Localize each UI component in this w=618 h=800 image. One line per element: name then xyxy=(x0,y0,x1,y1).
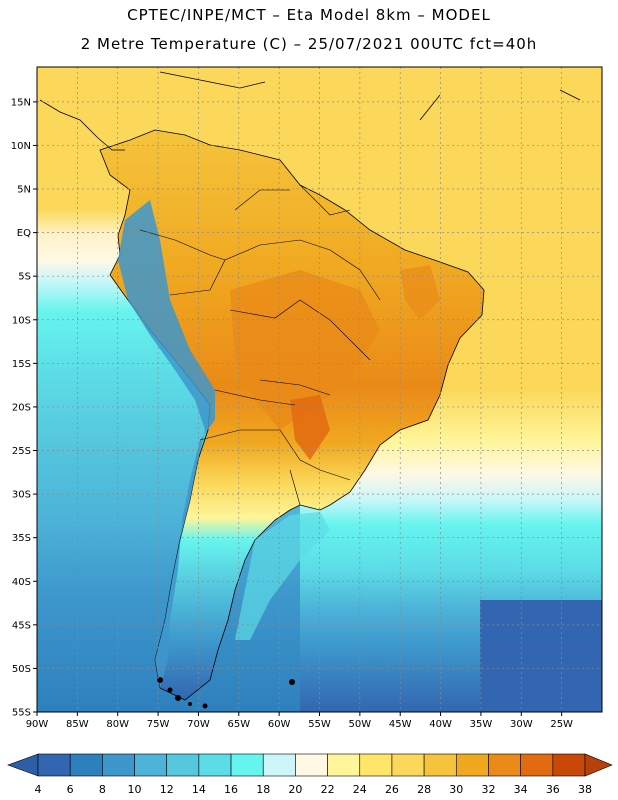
lat-label: 40S xyxy=(12,577,31,588)
lat-label: EQ xyxy=(17,228,31,239)
colorbar-over-arrow xyxy=(584,753,613,777)
colorbar-swatch xyxy=(391,753,425,777)
lat-label: 15S xyxy=(12,359,31,370)
colorbar-label: 8 xyxy=(99,783,106,796)
colorbar-label: 22 xyxy=(321,783,335,796)
colorbar-swatch xyxy=(102,753,135,777)
colorbar-swatch xyxy=(520,753,554,777)
colorbar-under-arrow xyxy=(7,753,39,777)
colorbar-label: 30 xyxy=(449,783,463,796)
hot-core-northeast xyxy=(400,265,440,320)
colorbar-label: 28 xyxy=(417,783,431,796)
colorbar-label: 6 xyxy=(67,783,74,796)
lat-label: 5N xyxy=(17,185,31,196)
lat-label: 45S xyxy=(12,620,31,631)
lat-label: 10S xyxy=(12,315,31,326)
colorbar-label: 12 xyxy=(160,783,174,796)
lon-label: 60W xyxy=(268,719,291,730)
longitude-labels: 90W 85W 80W 75W 70W 65W 60W 55W 50W 45W 40W 35W 30W 2… xyxy=(26,712,573,730)
colorbar-swatch xyxy=(230,753,264,777)
colorbar-swatch xyxy=(166,753,200,777)
south-atlantic-cold-field xyxy=(480,600,602,712)
lat-label: 15N xyxy=(11,97,31,108)
colorbar-swatch xyxy=(134,753,168,777)
colorbar-swatch xyxy=(262,753,296,777)
lat-label: 20S xyxy=(12,402,31,413)
colorbar-label: 26 xyxy=(385,783,399,796)
colorbar-label: 4 xyxy=(35,783,42,796)
colorbar-label: 18 xyxy=(256,783,270,796)
andes-cold-band xyxy=(118,200,215,688)
lat-label: 50S xyxy=(12,664,31,675)
colorbar-swatch xyxy=(69,753,103,777)
colorbar-swatch xyxy=(295,753,328,777)
lon-label: 80W xyxy=(106,719,129,730)
colorbar-swatch xyxy=(198,753,232,777)
colorbar: 4 6 8 10 12 14 16 18 20 22 24 26 28 30 32 34 36 38 xyxy=(7,753,613,796)
colorbar-label: 16 xyxy=(224,783,238,796)
colorbar-swatch xyxy=(359,753,393,777)
graticule xyxy=(37,67,602,712)
lon-label: 25W xyxy=(550,719,573,730)
lon-label: 40W xyxy=(429,719,452,730)
colorbar-label: 10 xyxy=(128,783,142,796)
colorbar-label: 14 xyxy=(192,783,206,796)
lon-label: 45W xyxy=(389,719,412,730)
lon-label: 55W xyxy=(308,719,331,730)
lat-label: 55S xyxy=(12,708,31,719)
lon-label: 90W xyxy=(26,719,49,730)
colorbar-label: 38 xyxy=(578,783,592,796)
latitude-labels: 15N 10N 5N EQ 5S 10S 15S 20S 25S 30S 35S 40S 45S 50S 5… xyxy=(11,97,37,719)
lon-label: 30W xyxy=(510,719,533,730)
lon-label: 50W xyxy=(349,719,372,730)
colorbar-swatch xyxy=(552,753,586,777)
lon-label: 35W xyxy=(470,719,493,730)
colorbar-label: 32 xyxy=(481,783,495,796)
hot-core-paraguay xyxy=(290,395,330,460)
map-field xyxy=(37,67,602,712)
lat-label: 5S xyxy=(18,272,31,283)
patagonia-islands xyxy=(157,677,295,709)
colorbar-label: 34 xyxy=(514,783,528,796)
argentina-pampas-cool xyxy=(235,512,330,640)
central-america-coast xyxy=(39,71,581,151)
colorbar-swatch xyxy=(327,753,361,777)
lon-label: 65W xyxy=(227,719,250,730)
lon-label: 85W xyxy=(66,719,89,730)
colorbar-label: 20 xyxy=(288,783,302,796)
colorbar-label: 24 xyxy=(353,783,367,796)
lat-label: 10N xyxy=(11,141,31,152)
hot-core-interior xyxy=(230,270,380,430)
lat-label: 30S xyxy=(12,490,31,501)
lat-label: 25S xyxy=(12,446,31,457)
map-title-line2: 2 Metre Temperature (C) – 25/07/2021 00U… xyxy=(80,35,538,53)
colorbar-label: 36 xyxy=(546,783,560,796)
country-borders xyxy=(139,184,381,506)
colorbar-swatch xyxy=(455,753,489,777)
lon-label: 75W xyxy=(147,719,170,730)
colorbar-swatch xyxy=(423,753,457,777)
map-title-line1: CPTEC/INPE/MCT – Eta Model 8km – MODEL xyxy=(127,6,491,24)
colorbar-swatch xyxy=(488,753,521,777)
colorbar-swatch xyxy=(37,753,71,777)
lon-label: 70W xyxy=(187,719,210,730)
lat-label: 35S xyxy=(12,533,31,544)
